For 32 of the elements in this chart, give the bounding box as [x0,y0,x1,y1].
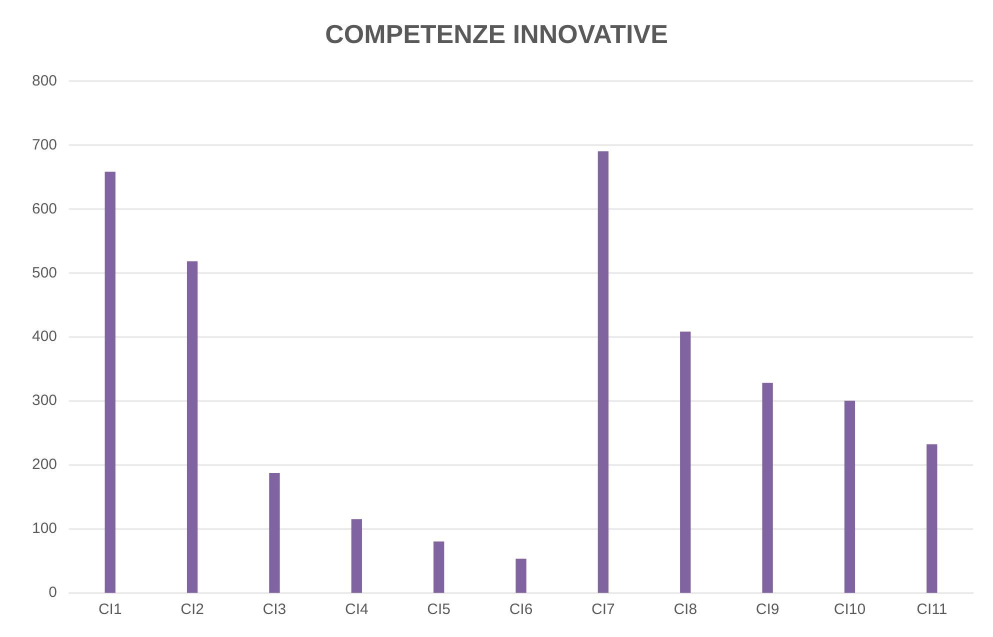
x-tick-label: CI1 [98,601,122,618]
bar [598,151,609,593]
bar [926,444,938,593]
y-tick-label: 300 [32,392,58,410]
y-tick-label: 100 [32,520,58,538]
x-tick-label: CI9 [756,601,780,618]
x-tick-label: CI8 [674,601,698,618]
chart-title: COMPETENZE INNOVATIVE [325,18,668,49]
bar [516,558,526,593]
y-tick-label: 500 [32,264,58,282]
bar [351,519,362,593]
bar [104,172,116,593]
x-tick-label: CI3 [262,601,286,618]
bar [269,473,280,593]
x-tick-label: CI4 [344,601,368,618]
bar [186,261,198,593]
x-tick-label: CI10 [834,601,866,618]
y-tick-label: 600 [32,200,58,218]
bar [680,332,691,593]
y-tick-label: 200 [32,456,58,474]
bar [844,400,856,593]
bar [434,541,444,593]
y-tick-label: 700 [32,136,58,154]
x-tick-label: CI7 [592,601,615,618]
y-tick-label: 400 [32,328,58,346]
bar [762,382,773,593]
x-tick-label: CI11 [916,601,948,618]
y-tick-label: 800 [32,72,58,90]
x-tick-label: CI2 [180,601,204,618]
x-tick-label: CI6 [509,601,533,618]
x-tick-label: CI5 [427,601,451,618]
y-tick-label: 0 [48,584,58,602]
